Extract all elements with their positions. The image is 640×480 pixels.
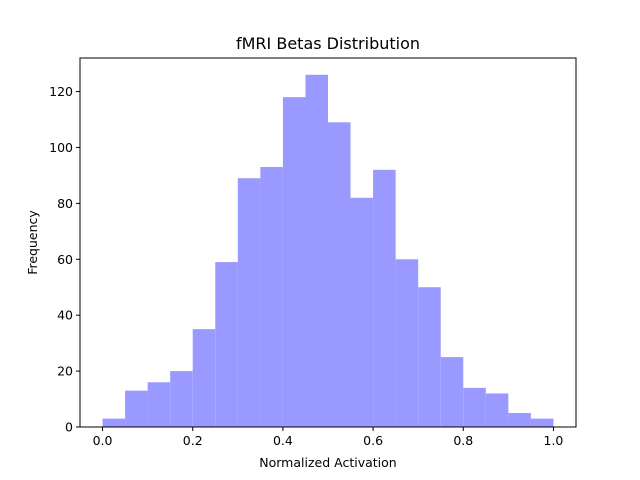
y-axis-label: Frequency — [25, 210, 40, 275]
y-tick-label: 60 — [57, 252, 73, 267]
x-tick-label: 0.2 — [183, 433, 203, 448]
y-tick-label: 100 — [49, 140, 73, 155]
histogram-bar — [440, 357, 464, 427]
x-axis-label: Normalized Activation — [259, 455, 396, 470]
histogram-bar — [305, 74, 328, 427]
chart-title: fMRI Betas Distribution — [236, 34, 420, 53]
y-tick-label: 40 — [57, 308, 73, 323]
histogram-bar — [530, 418, 554, 427]
bars-group — [102, 74, 554, 428]
histogram-bar — [147, 382, 171, 427]
histogram-bar — [463, 387, 486, 427]
y-tick-label: 120 — [49, 84, 73, 99]
histogram-bar — [508, 413, 531, 427]
histogram-bar — [418, 287, 441, 427]
y-tick-label: 20 — [57, 364, 73, 379]
histogram-bar — [215, 262, 238, 427]
x-tick-label: 0.0 — [93, 433, 113, 448]
histogram-bar — [328, 122, 351, 427]
histogram-bar — [237, 178, 261, 427]
histogram-bar — [395, 259, 419, 427]
x-tick-label: 0.4 — [273, 433, 293, 448]
x-axis-ticks: 0.0 0.2 0.4 0.6 0.8 1.0 — [93, 427, 564, 448]
plot-frame — [79, 57, 577, 428]
histogram-bar — [350, 197, 374, 427]
x-tick-label: 0.6 — [363, 433, 383, 448]
histogram-bar — [282, 97, 306, 428]
histogram-bar — [192, 329, 216, 427]
histogram-bar — [373, 169, 396, 427]
histogram-bar — [125, 390, 148, 427]
y-axis-ticks: 0 20 40 60 80 100 120 — [49, 84, 80, 435]
histogram-bar — [485, 393, 509, 427]
x-tick-label: 0.8 — [453, 433, 473, 448]
x-tick-label: 1.0 — [544, 433, 564, 448]
histogram-bar — [170, 371, 193, 427]
histogram-bar — [260, 167, 283, 428]
y-tick-label: 80 — [57, 196, 73, 211]
y-tick-label: 0 — [65, 420, 73, 435]
histogram-bar — [102, 418, 126, 427]
